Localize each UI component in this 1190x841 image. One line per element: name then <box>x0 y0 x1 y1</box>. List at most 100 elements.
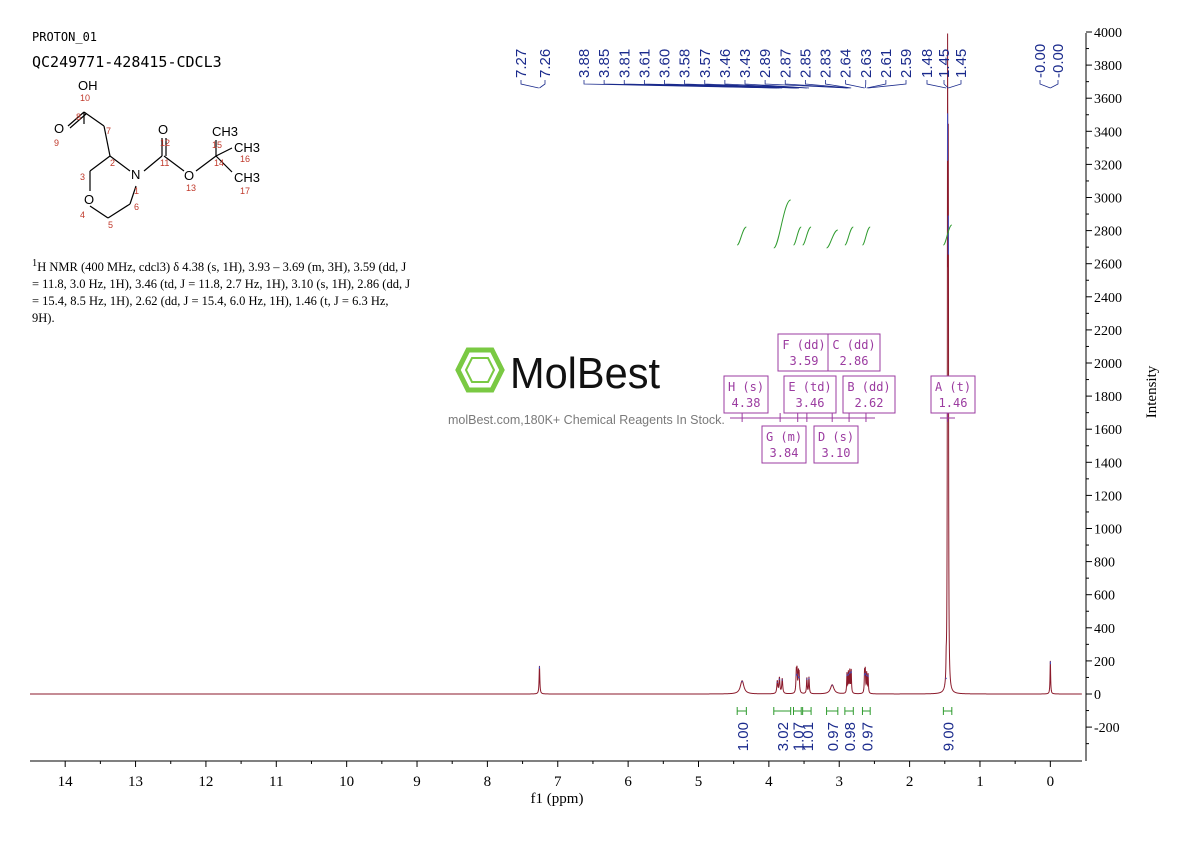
peak-label: 1.45 <box>936 49 953 78</box>
peak-leader <box>804 80 850 89</box>
integral-value: 0.98 <box>842 722 859 751</box>
integral-value: 9.00 <box>941 722 958 751</box>
integral-value: 1.07 <box>790 722 807 751</box>
integral-curve <box>844 226 854 246</box>
peak-leader <box>623 80 783 89</box>
sample-id: QC249771-428415-CDCL3 <box>32 53 222 71</box>
multiplet-box <box>827 333 881 372</box>
atom-number: 6 <box>134 202 139 212</box>
y-tick-label: 1400 <box>1094 456 1122 471</box>
multiplet-shift: 3.59 <box>790 354 819 368</box>
multiplet-box <box>783 375 837 414</box>
peak-label: 3.57 <box>697 49 714 78</box>
y-tick-label: -200 <box>1094 721 1120 736</box>
peak-leader <box>825 80 852 89</box>
peak-label: 2.87 <box>777 49 794 78</box>
atom-number: 12 <box>160 138 170 148</box>
multiplet-label: F (dd) <box>782 338 825 352</box>
x-tick-label: 14 <box>58 774 74 790</box>
peak-leader <box>926 80 947 89</box>
multiplet-label: E (td) <box>788 380 831 394</box>
atom-number: 11 <box>160 158 169 168</box>
multiplet-shift: 3.84 <box>770 446 799 460</box>
peak-leader <box>948 80 962 89</box>
multiplet-shift: 3.46 <box>796 396 825 410</box>
x-tick-label: 12 <box>198 774 213 790</box>
atom-number: 10 <box>80 93 90 103</box>
peak-label: 1.48 <box>919 49 936 78</box>
peak-label: 7.26 <box>537 49 554 78</box>
multiplet-label: H (s) <box>728 380 764 394</box>
y-tick-label: 3200 <box>1094 158 1122 173</box>
peak-label: 3.60 <box>657 49 674 78</box>
y-tick-label: 2400 <box>1094 291 1122 306</box>
watermark-brand: MolBest <box>510 349 660 398</box>
peak-leader <box>744 80 809 89</box>
peak-label: -0.00 <box>1032 44 1049 78</box>
integral-value: 0.97 <box>825 722 842 751</box>
x-axis-label: f1 (ppm) <box>531 791 584 807</box>
atom-ch3-16: CH3 <box>234 140 260 155</box>
y-tick-label: 200 <box>1094 655 1115 670</box>
x-tick-label: 10 <box>339 774 354 790</box>
peak-label: 3.85 <box>596 49 613 78</box>
x-tick-label: 9 <box>413 774 421 790</box>
x-tick-label: 2 <box>906 774 914 790</box>
y-tick-label: 1600 <box>1094 423 1122 438</box>
multiplet-box <box>930 375 976 414</box>
atom-oh: OH <box>78 78 98 93</box>
multiplet-box <box>761 425 807 464</box>
peak-label: 2.85 <box>797 49 814 78</box>
hexagon-icon <box>455 347 505 393</box>
x-tick-label: 5 <box>695 774 703 790</box>
atom-number: 9 <box>54 138 59 148</box>
y-tick-label: 2200 <box>1094 324 1122 339</box>
y-tick-label: 800 <box>1094 556 1115 571</box>
y-tick-label: 2800 <box>1094 225 1122 240</box>
multiplet-shift: 4.38 <box>732 396 761 410</box>
x-tick-label: 0 <box>1047 774 1055 790</box>
multiplet-shift: 2.62 <box>855 396 884 410</box>
y-tick-label: 2600 <box>1094 258 1122 273</box>
peak-label: 2.63 <box>858 49 875 78</box>
peak-label: 1.45 <box>953 49 970 78</box>
x-tick-label: 4 <box>765 774 773 790</box>
peak-label: 7.27 <box>513 49 530 78</box>
nmr-text: H NMR (400 MHz, cdcl3) δ 4.38 (s, 1H), 3… <box>32 260 411 326</box>
integral-curve <box>773 199 792 249</box>
integral-value: 1.01 <box>800 722 817 751</box>
hexagon-inner-icon <box>464 357 496 383</box>
peak-label: 2.83 <box>818 49 835 78</box>
y-tick-label: 1000 <box>1094 523 1122 538</box>
nmr-description: 1H NMR (400 MHz, cdcl3) δ 4.38 (s, 1H), … <box>32 255 412 327</box>
watermark-logo: MolBest <box>455 347 660 398</box>
y-tick-label: 3800 <box>1094 59 1122 74</box>
x-tick-label: 13 <box>128 774 143 790</box>
x-tick-label: 11 <box>269 774 283 790</box>
integral-curve <box>736 226 747 246</box>
atom-ch3-15: CH3 <box>212 124 238 139</box>
multiplet-shift: 2.86 <box>840 354 869 368</box>
peak-label: 2.89 <box>757 49 774 78</box>
atom-number: 17 <box>240 186 250 196</box>
peak-leader <box>866 80 887 89</box>
atom-number: 3 <box>80 172 85 182</box>
y-tick-label: 600 <box>1094 589 1115 604</box>
peak-label: 2.64 <box>838 49 855 78</box>
y-tick-label: 3000 <box>1094 192 1122 207</box>
integral-curve <box>802 226 812 246</box>
integral-value: 3.02 <box>775 722 792 751</box>
atom-number: 7 <box>106 126 111 136</box>
atom-number: 8 <box>76 112 81 122</box>
y-tick-label: 4000 <box>1094 26 1122 41</box>
x-tick-label: 3 <box>835 774 843 790</box>
watermark-tagline: molBest.com,180K+ Chemical Reagents In S… <box>448 413 725 427</box>
multiplet-label: D (s) <box>818 430 854 444</box>
y-axis-label: Intensity <box>1144 365 1160 418</box>
multiplet-shift: 3.10 <box>822 446 851 460</box>
atom-o4: O <box>84 192 94 207</box>
spectrum-line <box>30 33 1082 695</box>
atom-o12: O <box>158 122 168 137</box>
atom-number: 5 <box>108 220 113 230</box>
peak-leader <box>868 80 907 89</box>
